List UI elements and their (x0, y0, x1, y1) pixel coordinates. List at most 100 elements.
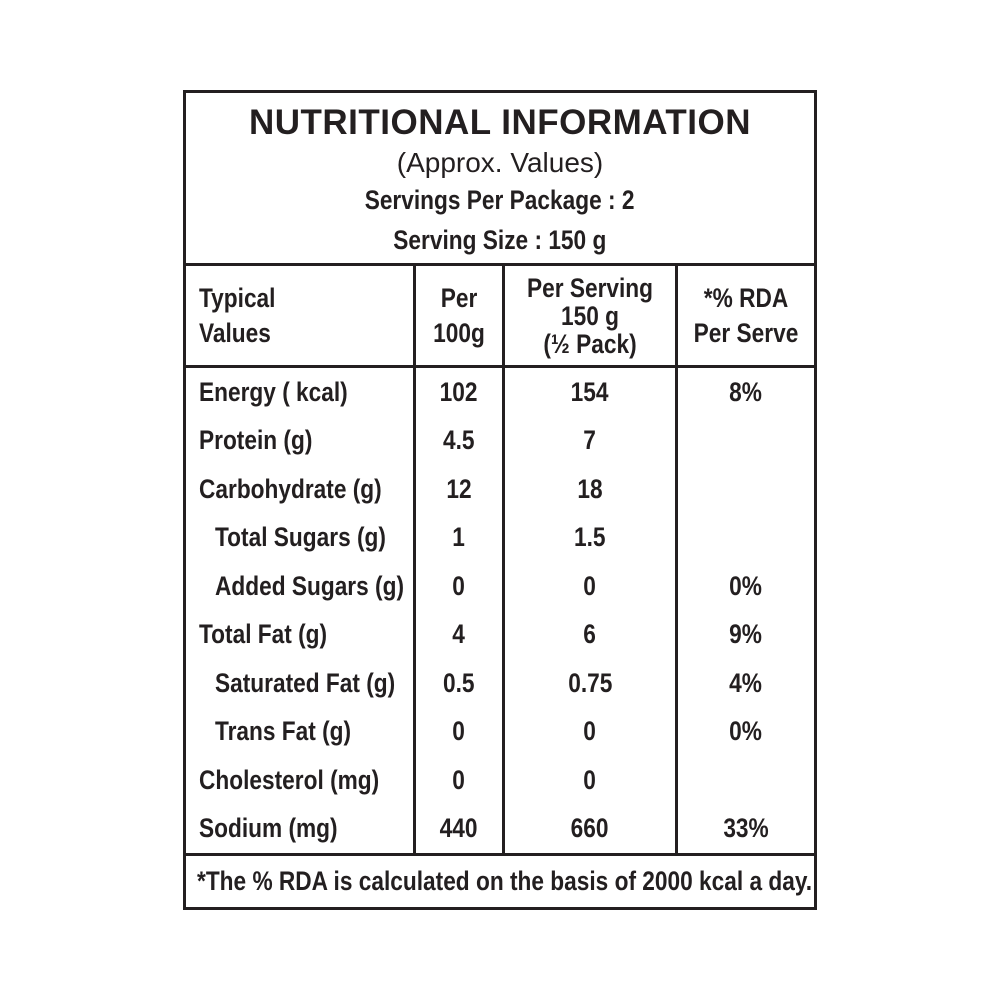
per-serving-value: 1.5 (574, 522, 606, 553)
per-100g-value: 1 (452, 522, 466, 553)
per-serving-value: 18 (577, 473, 603, 504)
per-serving-value: 0 (583, 570, 597, 601)
rda-value-cell (675, 756, 814, 805)
approx-values-note: (Approx. Values) (396, 147, 604, 178)
column-header-per-100g: Per 100g (413, 266, 502, 365)
title-block: NUTRITIONAL INFORMATION (Approx. Values)… (186, 93, 814, 266)
per-serving-value: 0 (583, 716, 597, 747)
per-100g-value-cell: 4.5 (413, 416, 502, 465)
row-label-cell: Total Fat (g) (186, 611, 413, 660)
per-serving-value-cell: 7 (502, 416, 675, 465)
table-row: Total Fat (g) 4 6 9% (186, 610, 814, 660)
per-100g-value-cell: 0 (413, 756, 502, 805)
per-serving-value: 6 (583, 619, 597, 650)
row-label: Protein (g) (199, 425, 313, 456)
per-serving-value-cell: 154 (502, 368, 675, 417)
per-100g-value: 4 (452, 619, 466, 650)
column-header-line: *% RDA (703, 282, 789, 313)
row-label: Total Sugars (g) (215, 522, 386, 553)
rda-value-cell: 8% (675, 368, 814, 417)
column-header-line: 150 g (560, 300, 619, 331)
per-serving-value: 0 (583, 764, 597, 795)
per-serving-value: 0.75 (567, 667, 613, 698)
per-100g-value: 0 (452, 570, 466, 601)
rda-value-cell (675, 416, 814, 465)
row-label-cell: Sodium (mg) (186, 805, 413, 854)
servings-per-package: Servings Per Package : 2 (365, 185, 635, 215)
column-header-line: Per Serve (693, 317, 799, 348)
serving-size: Serving Size : 150 g (393, 225, 607, 255)
per-serving-value-cell: 1.5 (502, 513, 675, 562)
per-100g-value-cell: 102 (413, 368, 502, 417)
row-label: Added Sugars (g) (215, 570, 405, 601)
row-label: Total Fat (g) (199, 619, 328, 650)
row-label-cell: Carbohydrate (g) (186, 465, 413, 514)
per-serving-value-cell: 660 (502, 804, 675, 853)
row-label-cell: Trans Fat (g) (186, 708, 413, 757)
table-row: Protein (g) 4.5 7 (186, 416, 814, 465)
table-row: Trans Fat (g) 0 0 0% (186, 707, 814, 757)
per-100g-value-cell: 1 (413, 513, 502, 562)
per-100g-value-cell: 12 (413, 465, 502, 514)
per-serving-value-cell: 0 (502, 562, 675, 611)
rda-value-cell: 0% (675, 562, 814, 611)
per-100g-value: 440 (440, 813, 478, 844)
nutrition-label-panel: NUTRITIONAL INFORMATION (Approx. Values)… (183, 90, 817, 910)
row-label: Carbohydrate (g) (199, 473, 382, 504)
rda-value-cell: 0% (675, 707, 814, 756)
per-100g-value: 12 (446, 473, 472, 504)
table-row: Cholesterol (mg) 0 0 (186, 756, 814, 805)
footnote-row: *The % RDA is calculated on the basis of… (186, 853, 814, 907)
per-100g-value-cell: 440 (413, 804, 502, 853)
rda-value-cell: 33% (675, 804, 814, 853)
table-row: Added Sugars (g) 0 0 0% (186, 562, 814, 611)
row-label-cell: Cholesterol (mg) (186, 756, 413, 805)
per-serving-value-cell: 18 (502, 465, 675, 514)
column-header-typical-values: Typical Values (186, 266, 413, 365)
column-header-line: Per Serving (526, 272, 654, 303)
per-serving-value: 660 (571, 813, 609, 844)
per-serving-value: 154 (571, 376, 609, 407)
rda-value-cell: 9% (675, 610, 814, 659)
per-100g-value-cell: 4 (413, 610, 502, 659)
per-serving-value: 7 (583, 425, 597, 456)
per-serving-value-cell: 0 (502, 707, 675, 756)
row-label-cell: Added Sugars (g) (186, 562, 413, 611)
rda-value-cell: 4% (675, 659, 814, 708)
rda-value-cell (675, 513, 814, 562)
footnote-text: *The % RDA is calculated on the basis of… (197, 866, 813, 896)
row-label: Sodium (mg) (199, 813, 338, 844)
row-label: Trans Fat (g) (215, 716, 352, 747)
per-100g-value-cell: 0.5 (413, 659, 502, 708)
table-row: Energy ( kcal) 102 154 8% (186, 368, 814, 417)
row-label-cell: Saturated Fat (g) (186, 659, 413, 708)
column-header-line: Values (199, 317, 271, 348)
per-100g-value: 102 (440, 376, 478, 407)
column-header-line: Per (440, 282, 478, 313)
row-label: Energy ( kcal) (199, 376, 348, 407)
per-serving-value-cell: 0 (502, 756, 675, 805)
column-header-rda-per-serve: *% RDA Per Serve (675, 266, 814, 365)
column-header-per-serving: Per Serving 150 g (½ Pack) (502, 266, 675, 365)
table-row: Total Sugars (g) 1 1.5 (186, 513, 814, 563)
row-label-cell: Total Sugars (g) (186, 514, 413, 563)
table-row: Sodium (mg) 440 660 33% (186, 804, 814, 854)
per-100g-value: 4.5 (443, 425, 475, 456)
per-100g-value: 0 (452, 716, 466, 747)
column-header-line: 100g (433, 317, 485, 348)
page-title: NUTRITIONAL INFORMATION (248, 103, 752, 142)
per-100g-value-cell: 0 (413, 707, 502, 756)
per-100g-value: 0 (452, 764, 466, 795)
per-serving-value-cell: 0.75 (502, 659, 675, 708)
rda-value: 9% (729, 619, 763, 650)
rda-value: 0% (729, 716, 763, 747)
column-header-line: (½ Pack) (543, 328, 637, 359)
per-100g-value-cell: 0 (413, 562, 502, 611)
table-body: Energy ( kcal) 102 154 8% Protein (g) 4.… (186, 368, 814, 853)
table-row: Carbohydrate (g) 12 18 (186, 465, 814, 514)
rda-value: 0% (729, 570, 763, 601)
row-label-cell: Energy ( kcal) (186, 368, 413, 417)
rda-value-cell (675, 465, 814, 514)
rda-value: 33% (723, 813, 769, 844)
rda-value: 4% (729, 667, 763, 698)
